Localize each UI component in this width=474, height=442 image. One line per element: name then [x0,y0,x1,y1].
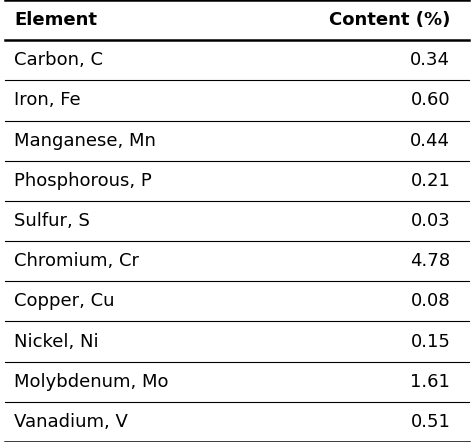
Text: 0.21: 0.21 [410,172,450,190]
Text: 0.51: 0.51 [410,413,450,431]
Text: Copper, Cu: Copper, Cu [14,292,115,310]
Text: Sulfur, S: Sulfur, S [14,212,90,230]
Text: 1.61: 1.61 [410,373,450,391]
Text: 4.78: 4.78 [410,252,450,270]
Text: Vanadium, V: Vanadium, V [14,413,128,431]
Text: 0.03: 0.03 [410,212,450,230]
Text: Molybdenum, Mo: Molybdenum, Mo [14,373,169,391]
Text: Iron, Fe: Iron, Fe [14,91,81,110]
Text: Nickel, Ni: Nickel, Ni [14,332,99,351]
Text: 0.60: 0.60 [410,91,450,110]
Text: Manganese, Mn: Manganese, Mn [14,132,156,150]
Text: 0.34: 0.34 [410,51,450,69]
Text: Element: Element [14,11,97,29]
Text: 0.08: 0.08 [410,292,450,310]
Text: Content (%): Content (%) [329,11,450,29]
Text: Phosphorous, P: Phosphorous, P [14,172,152,190]
Text: 0.15: 0.15 [410,332,450,351]
Text: 0.44: 0.44 [410,132,450,150]
Text: Carbon, C: Carbon, C [14,51,103,69]
Text: Chromium, Cr: Chromium, Cr [14,252,139,270]
